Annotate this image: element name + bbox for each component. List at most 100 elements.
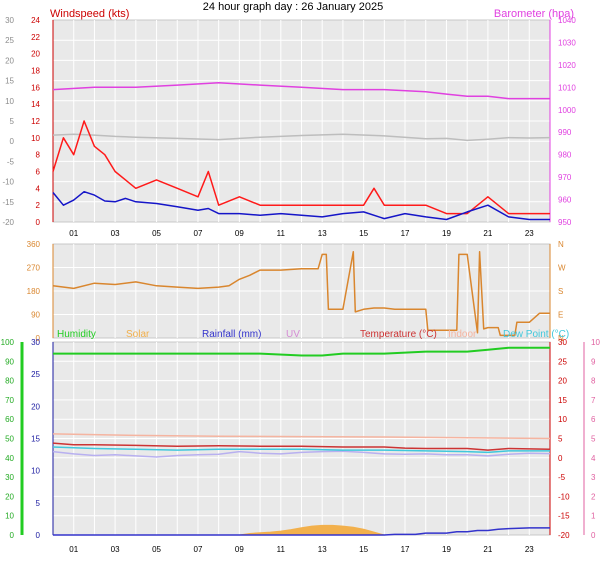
x-tick-label: 01 [69,545,78,554]
barometer-axis-label: Barometer (hpa) [494,8,574,20]
x-tick-label: 09 [235,229,244,238]
x-tick-label: 05 [152,229,161,238]
tick-label-outer-left: 50 [5,435,14,444]
windspeed-average-line [52,190,550,221]
tick-label-right: 25 [558,357,567,366]
windspeed-gust-line [52,120,550,215]
tick-label-compass: W [558,264,566,273]
tick-label-outer-left: 60 [5,415,14,424]
lavender-line [52,450,551,458]
tick-label-left: 24 [31,16,40,25]
tick-label-outer-left: 0 [10,137,15,146]
x-tick-label: 17 [401,229,410,238]
x-tick-label: 19 [442,229,451,238]
x-tick-label: 23 [525,229,534,238]
tick-label-outer-left: 20 [5,56,14,65]
tick-label-left: 0 [36,218,41,227]
indoor-line [52,433,551,440]
tick-label-right: 20 [558,377,567,386]
tick-label-compass: N [558,240,564,249]
x-tick-label: 13 [318,545,327,554]
legend-dew-point: Dew Point (°C) [503,329,569,340]
solar-area [239,524,385,536]
tick-label-right-outer: 7 [591,396,596,405]
tick-label-outer-left: 10 [5,97,14,106]
x-tick-label: 11 [277,545,286,554]
legend-temperature: Temperature (°C) [360,329,437,340]
tick-label-outer-left: 15 [5,77,14,86]
tick-label-outer-left: 40 [5,454,14,463]
tick-label-right: 950 [558,218,572,227]
graph-title: 24 hour graph day : 26 January 2025 [203,1,383,13]
dew-point-line [52,446,550,454]
tick-label-direction-degrees: 90 [31,311,40,320]
tick-label-right-outer: 4 [591,454,596,463]
x-tick-label: 15 [359,545,368,554]
humidity-line [53,346,550,357]
tick-label-left: 20 [31,50,40,59]
tick-label-outer-left: -5 [7,157,15,166]
tick-label-right-outer: 6 [591,415,596,424]
rainfall-line [53,527,550,536]
tick-label-left: 15 [31,435,40,444]
x-tick-label: 13 [318,229,327,238]
tick-label-right: 960 [558,196,572,205]
tick-label-outer-left: 25 [5,36,14,45]
tick-label-outer-left: -10 [2,178,14,187]
barometer-line [52,82,550,100]
tick-label-left: 5 [36,499,41,508]
x-tick-label: 21 [483,229,492,238]
x-tick-label: 07 [194,229,203,238]
tick-label-right-outer: 10 [591,338,600,347]
tick-label-right: 1000 [558,106,576,115]
tick-label-direction-degrees: 0 [36,334,41,343]
tick-label-outer-left: 80 [5,377,14,386]
tick-label-outer-left: 5 [10,117,15,126]
tick-label-outer-left: -20 [2,218,14,227]
tick-label-left: 10 [31,467,40,476]
tick-label-right-outer: 3 [591,473,596,482]
tick-label-left: 4 [36,184,41,193]
tick-label-compass: N [558,334,564,343]
x-tick-label: 11 [277,229,286,238]
tick-label-left: 10 [31,134,40,143]
temperature-line [52,442,551,451]
tick-label-right: 15 [558,396,567,405]
tick-label-direction-degrees: 360 [27,240,41,249]
tick-label-direction-degrees: 270 [27,264,41,273]
tick-label-left: 30 [31,338,40,347]
x-tick-label: 07 [194,545,203,554]
tick-label-right: -15 [558,512,570,521]
tick-label-right: 10 [558,415,567,424]
tick-label-right-outer: 5 [591,435,596,444]
tick-label-outer-left: 10 [5,512,14,521]
tick-label-right: 970 [558,173,572,182]
x-tick-label: 19 [442,545,451,554]
tick-label-left: 25 [31,370,40,379]
legend-indoor: Indoor [448,329,477,340]
tick-label-left: 14 [31,100,40,109]
tick-label-outer-left: 30 [5,473,14,482]
x-tick-label: 09 [235,545,244,554]
tick-label-right-outer: 2 [591,492,596,501]
x-tick-label: 03 [111,229,120,238]
tick-label-right: -10 [558,492,570,501]
tick-label-right: 980 [558,151,572,160]
tick-label-left: 2 [36,201,41,210]
windspeed-axis-label: Windspeed (kts) [50,8,129,20]
tick-label-right: 0 [558,454,563,463]
legend-uv: UV [286,329,300,340]
tick-label-left: 16 [31,83,40,92]
tick-label-direction-degrees: 180 [27,287,41,296]
tick-label-left: 6 [36,168,41,177]
x-tick-label: 21 [483,545,492,554]
tick-label-right: 30 [558,338,567,347]
legend-solar: Solar [126,329,150,340]
tick-label-left: 18 [31,67,40,76]
tick-label-right: 5 [558,435,563,444]
tick-label-right-outer: 8 [591,377,596,386]
x-tick-label: 03 [111,545,120,554]
tick-label-outer-left: 30 [5,16,14,25]
tick-label-right: 1030 [558,38,576,47]
tick-label-left: 20 [31,402,40,411]
